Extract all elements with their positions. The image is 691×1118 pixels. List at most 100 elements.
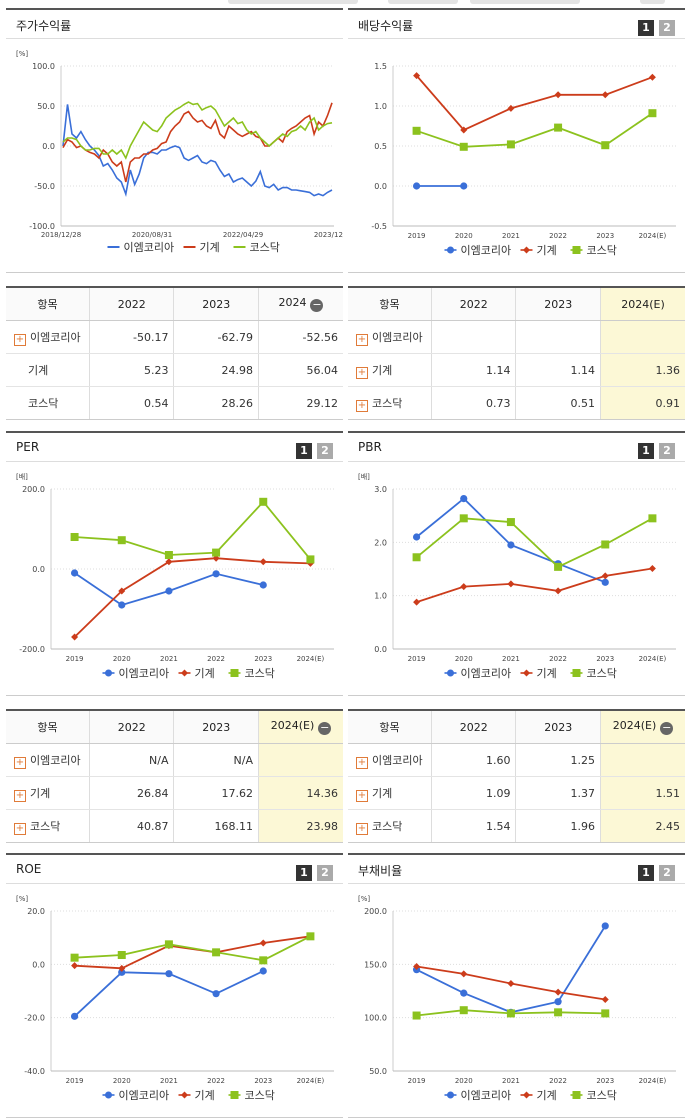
legend-item[interactable]: 코스닥 xyxy=(233,241,280,254)
expand-plus-icon[interactable]: + xyxy=(356,333,368,346)
collapse-minus-icon[interactable]: − xyxy=(660,721,674,735)
legend-item[interactable]: 이엠코리아 xyxy=(102,667,170,680)
legend-item[interactable]: 기계 xyxy=(178,1089,215,1102)
table-cell: 14.36 xyxy=(257,776,343,810)
legend-item[interactable]: 이엠코리아 xyxy=(444,244,512,257)
view-tab-2[interactable]: 2 xyxy=(659,20,675,36)
y-tick-label: -0.5 xyxy=(371,222,387,231)
x-tick-label: 2019 xyxy=(408,655,426,663)
row-label-cell: + 기계 xyxy=(348,776,432,810)
expand-plus-icon[interactable]: + xyxy=(356,756,368,769)
legend-item[interactable]: 이엠코리아 xyxy=(107,241,175,254)
top-strip xyxy=(0,0,691,6)
legend-item[interactable]: 코스닥 xyxy=(570,244,617,257)
column-header-year: 2024− xyxy=(257,288,343,321)
column-header-year: 2024(E) xyxy=(599,288,685,321)
x-tick-label: 2024(E) xyxy=(639,1077,667,1085)
table-cell: 0.54 xyxy=(88,386,174,419)
table-header-row: 항목 2022 2023 2024(E) − xyxy=(348,711,685,744)
y-tick-label: -100.0 xyxy=(29,222,55,231)
legend-item[interactable]: 코스닥 xyxy=(570,1089,617,1102)
data-point xyxy=(413,72,421,80)
view-tab-1[interactable]: 1 xyxy=(296,865,312,881)
legend-item[interactable]: 코스닥 xyxy=(228,667,275,680)
row-label: 기계 xyxy=(30,786,51,800)
chart-title: 부채비율 xyxy=(358,864,403,878)
view-tab-2[interactable]: 2 xyxy=(317,865,333,881)
row-label: 기계 xyxy=(372,786,393,800)
data-table: 항목 2022 2023 2024(E) − + 이엠코리아 N/A N/A + 기계 26.84 17… xyxy=(6,711,343,842)
x-tick-label: 2022 xyxy=(207,655,225,663)
x-tick-label: 2023/12/28 xyxy=(314,231,343,239)
table-cell: 2.45 xyxy=(599,809,685,842)
expand-plus-icon[interactable]: + xyxy=(356,789,368,802)
expand-plus-icon[interactable]: + xyxy=(14,756,26,769)
row-label-cell: + 코스닥 xyxy=(6,810,89,843)
table-cell xyxy=(515,320,601,354)
row-label: 기계 xyxy=(372,363,393,377)
column-header-year: 2022 xyxy=(430,711,516,744)
data-point xyxy=(648,73,656,81)
expand-plus-icon[interactable]: + xyxy=(356,399,368,412)
view-tab-2[interactable]: 2 xyxy=(659,443,675,459)
expand-plus-icon[interactable]: + xyxy=(14,333,26,346)
legend-item[interactable]: 기계 xyxy=(183,241,220,254)
row-label: 코스닥 xyxy=(28,397,59,410)
top-tab-fragment xyxy=(470,0,580,4)
legend-label: 코스닥 xyxy=(245,667,275,680)
data-point xyxy=(70,569,79,577)
collapse-minus-icon[interactable]: − xyxy=(318,721,332,735)
table-cell: 0.51 xyxy=(515,386,601,419)
series-line-이엠코리아 xyxy=(416,925,607,1014)
expand-plus-icon[interactable]: + xyxy=(14,789,26,802)
legend-item[interactable]: 이엠코리아 xyxy=(102,1089,170,1102)
view-tab-1[interactable]: 1 xyxy=(638,20,654,36)
y-tick-label: 0.0 xyxy=(42,142,55,151)
legend-item[interactable]: 기계 xyxy=(178,667,215,680)
legend-label: 기계 xyxy=(200,241,220,254)
data-point xyxy=(212,548,221,557)
view-tab-2[interactable]: 2 xyxy=(659,865,675,881)
legend-item[interactable]: 기계 xyxy=(520,244,557,257)
data-point xyxy=(507,541,515,549)
data-point xyxy=(601,91,609,99)
data-point xyxy=(601,996,609,1004)
view-tab-1[interactable]: 1 xyxy=(638,865,654,881)
table-cell: 1.96 xyxy=(515,809,601,842)
table-cell: 0.73 xyxy=(430,386,516,419)
x-tick-label: 2020 xyxy=(455,1077,473,1085)
y-tick-label: 2.0 xyxy=(374,538,387,547)
x-tick-label: 2020 xyxy=(455,655,473,663)
data-point xyxy=(71,633,79,641)
legend-item[interactable]: 이엠코리아 xyxy=(444,1089,512,1102)
legend-item[interactable]: 기계 xyxy=(520,667,557,680)
column-header-year: 2023 xyxy=(515,288,601,321)
y-tick-label: 50.0 xyxy=(37,102,55,111)
legend-item[interactable]: 코스닥 xyxy=(228,1089,275,1102)
collapse-minus-icon[interactable]: − xyxy=(310,298,324,312)
table-cell: 1.36 xyxy=(599,353,685,387)
legend-label: 코스닥 xyxy=(250,241,280,254)
expand-plus-icon[interactable]: + xyxy=(356,366,368,379)
view-tab-1[interactable]: 1 xyxy=(638,443,654,459)
legend-item[interactable]: 기계 xyxy=(520,1089,557,1102)
legend-item[interactable]: 이엠코리아 xyxy=(444,667,512,680)
data-point xyxy=(212,990,220,998)
data-point xyxy=(412,533,421,541)
data-point xyxy=(259,558,267,566)
y-tick-label: -50.0 xyxy=(34,182,55,191)
data-point xyxy=(507,980,515,988)
expand-plus-icon[interactable]: + xyxy=(356,822,368,835)
view-tab-2[interactable]: 2 xyxy=(317,443,333,459)
data-point xyxy=(306,932,315,941)
data-point xyxy=(506,1009,515,1018)
row-label: 기계 xyxy=(28,364,49,377)
expand-plus-icon[interactable]: + xyxy=(14,822,26,835)
legend-item[interactable]: 코스닥 xyxy=(570,667,617,680)
table-cell: -52.56 xyxy=(257,320,343,354)
table-cell: 1.37 xyxy=(515,776,601,810)
table-row: 기계 5.23 24.98 56.04 xyxy=(6,353,343,387)
view-tab-1[interactable]: 1 xyxy=(296,443,312,459)
